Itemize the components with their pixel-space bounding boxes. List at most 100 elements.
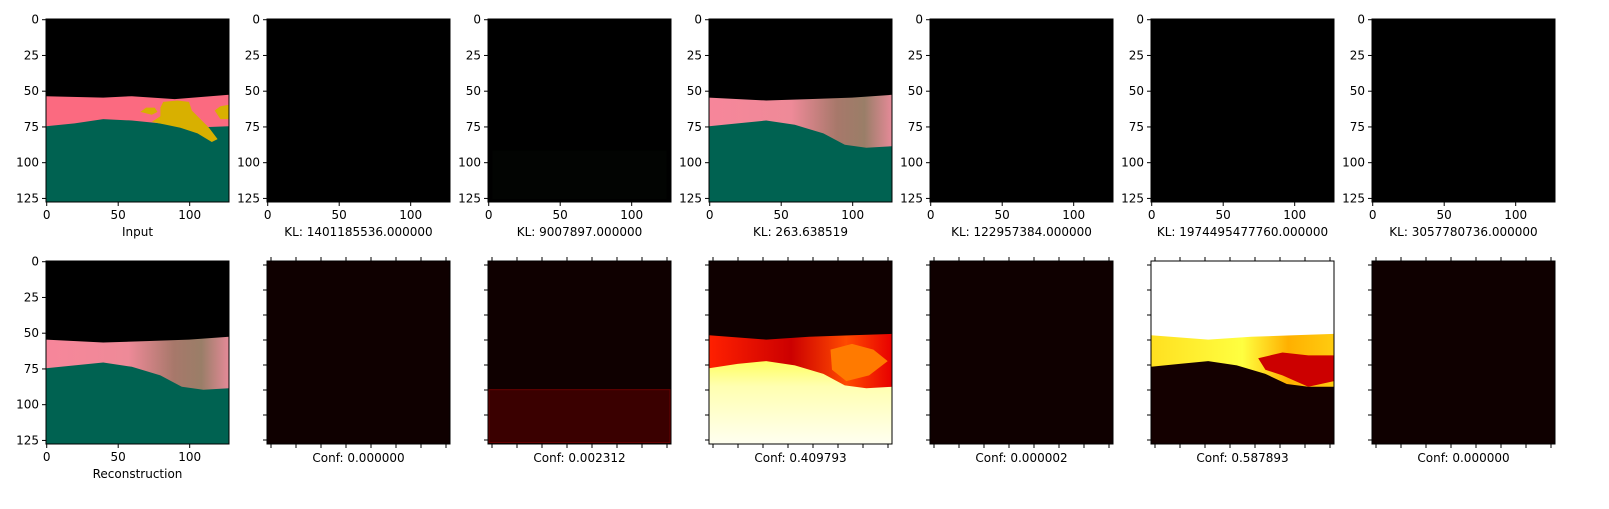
axes-frame xyxy=(1371,260,1556,445)
subplot-caption: Conf: 0.000000 xyxy=(1417,451,1509,465)
y-tick-label: 0 xyxy=(31,255,39,269)
subplot-9: Conf: 0.000000 xyxy=(263,257,451,465)
y-tick-label: 50 xyxy=(245,84,260,98)
subplot-caption: KL: 3057780736.000000 xyxy=(1389,225,1537,239)
x-tick-label: 0 xyxy=(43,208,51,222)
x-tick-label: 100 xyxy=(841,208,864,222)
x-tick-label: 50 xyxy=(995,208,1010,222)
yellow-object xyxy=(151,100,218,142)
x-tick-label: 0 xyxy=(927,208,935,222)
y-tick-label: 50 xyxy=(1350,84,1365,98)
y-tick-label: 75 xyxy=(466,120,481,134)
subplot-14: Conf: 0.000000 xyxy=(1368,257,1556,465)
x-tick-label: 0 xyxy=(706,208,714,222)
subplot-image xyxy=(1372,261,1555,444)
y-tick-label: 75 xyxy=(908,120,923,134)
heatmap-cells xyxy=(930,261,1113,444)
image-pixels xyxy=(1151,19,1334,202)
y-tick-label: 100 xyxy=(16,156,39,170)
y-tick-label: 125 xyxy=(16,191,39,205)
subplot-image xyxy=(709,19,892,202)
x-tick-label: 100 xyxy=(620,208,643,222)
subplot-caption: Conf: 0.002312 xyxy=(533,451,625,465)
subplot-caption: KL: 263.638519 xyxy=(753,225,848,239)
subplot-8: 0 50 100 0 25 50 75 100 125 Reconstruction xyxy=(16,255,230,481)
x-tick-label: 50 xyxy=(111,208,126,222)
axes-frame xyxy=(487,18,672,203)
subplot-image xyxy=(46,261,229,444)
y-tick-label: 125 xyxy=(679,191,702,205)
subplot-5: 0 50 100 0 25 50 75 100 125 KL: 122957384.000000 xyxy=(900,13,1114,239)
yellow-object-small xyxy=(140,107,158,115)
axes-frame xyxy=(266,260,451,445)
green-ground xyxy=(46,119,229,202)
subplot-image xyxy=(46,19,229,202)
axes-frame xyxy=(45,260,230,445)
subplot-2: 0 50 100 0 25 50 75 100 125 KL: 1401185536.000000 xyxy=(237,13,451,239)
axes-frame xyxy=(45,18,230,203)
y-tick-label: 0 xyxy=(694,13,702,27)
y-tick-label: 75 xyxy=(245,120,260,134)
subplot-image xyxy=(267,261,450,444)
x-tick-label: 50 xyxy=(553,208,568,222)
subplot-caption: Conf: 0.000002 xyxy=(975,451,1067,465)
y-tick-label: 0 xyxy=(252,13,260,27)
yellow-object-edge xyxy=(214,104,229,120)
subplot-image xyxy=(1151,261,1334,444)
subplot-7: 0 50 100 0 25 50 75 100 125 KL: 3057780736.000000 xyxy=(1342,13,1556,239)
y-tick-label: 25 xyxy=(687,48,702,62)
axes-frame xyxy=(929,260,1114,445)
subplot-image xyxy=(1372,19,1555,202)
y-tick-label: 50 xyxy=(24,326,39,340)
y-tick-label: 75 xyxy=(687,120,702,134)
subplot-image xyxy=(1151,19,1334,202)
subplot-caption: KL: 9007897.000000 xyxy=(517,225,642,239)
y-tick-label: 25 xyxy=(245,48,260,62)
x-tick-label: 100 xyxy=(178,208,201,222)
heatmap-band xyxy=(488,389,671,444)
x-tick-label: 100 xyxy=(1504,208,1527,222)
y-tick-label: 100 xyxy=(1342,156,1365,170)
y-tick-label: 0 xyxy=(1357,13,1365,27)
x-tick-label: 100 xyxy=(178,450,201,464)
heatmap-cells xyxy=(1372,261,1555,444)
faint-band xyxy=(492,150,667,200)
x-tick-label: 50 xyxy=(111,450,126,464)
y-tick-label: 75 xyxy=(24,362,39,376)
subplot-image xyxy=(267,19,450,202)
y-tick-label: 50 xyxy=(466,84,481,98)
x-tick-label: 100 xyxy=(1283,208,1306,222)
x-tick-label: 100 xyxy=(1062,208,1085,222)
axes-frame xyxy=(708,260,893,445)
axes-frame xyxy=(1150,18,1335,203)
subplot-caption: Input xyxy=(122,225,153,239)
y-tick-label: 100 xyxy=(237,156,260,170)
subplot-image xyxy=(709,261,892,444)
heatmap-hotspot xyxy=(1258,352,1334,387)
subplot-image xyxy=(930,261,1113,444)
subplot-image xyxy=(930,19,1113,202)
y-tick-label: 125 xyxy=(458,191,481,205)
subplot-caption: KL: 1974495477760.000000 xyxy=(1157,225,1328,239)
y-tick-label: 125 xyxy=(1121,191,1144,205)
image-pixels xyxy=(267,19,450,202)
subplot-1: 0 50 100 0 25 50 75 100 125 Input xyxy=(16,13,230,239)
x-tick-label: 50 xyxy=(1437,208,1452,222)
y-tick-label: 25 xyxy=(1350,48,1365,62)
x-tick-label: 100 xyxy=(399,208,422,222)
image-pixels xyxy=(1372,19,1555,202)
subplot-caption: KL: 122957384.000000 xyxy=(951,225,1092,239)
heatmap-ground xyxy=(709,361,892,444)
y-tick-label: 100 xyxy=(900,156,923,170)
subplot-caption: Conf: 0.409793 xyxy=(754,451,846,465)
y-tick-label: 25 xyxy=(24,48,39,62)
y-tick-label: 100 xyxy=(458,156,481,170)
x-tick-label: 0 xyxy=(1369,208,1377,222)
y-tick-label: 50 xyxy=(908,84,923,98)
heatmap-hotspot xyxy=(830,343,888,382)
green-ground xyxy=(46,362,229,444)
y-tick-label: 0 xyxy=(915,13,923,27)
axes-frame xyxy=(929,18,1114,203)
y-tick-label: 25 xyxy=(24,290,39,304)
x-tick-label: 0 xyxy=(1148,208,1156,222)
